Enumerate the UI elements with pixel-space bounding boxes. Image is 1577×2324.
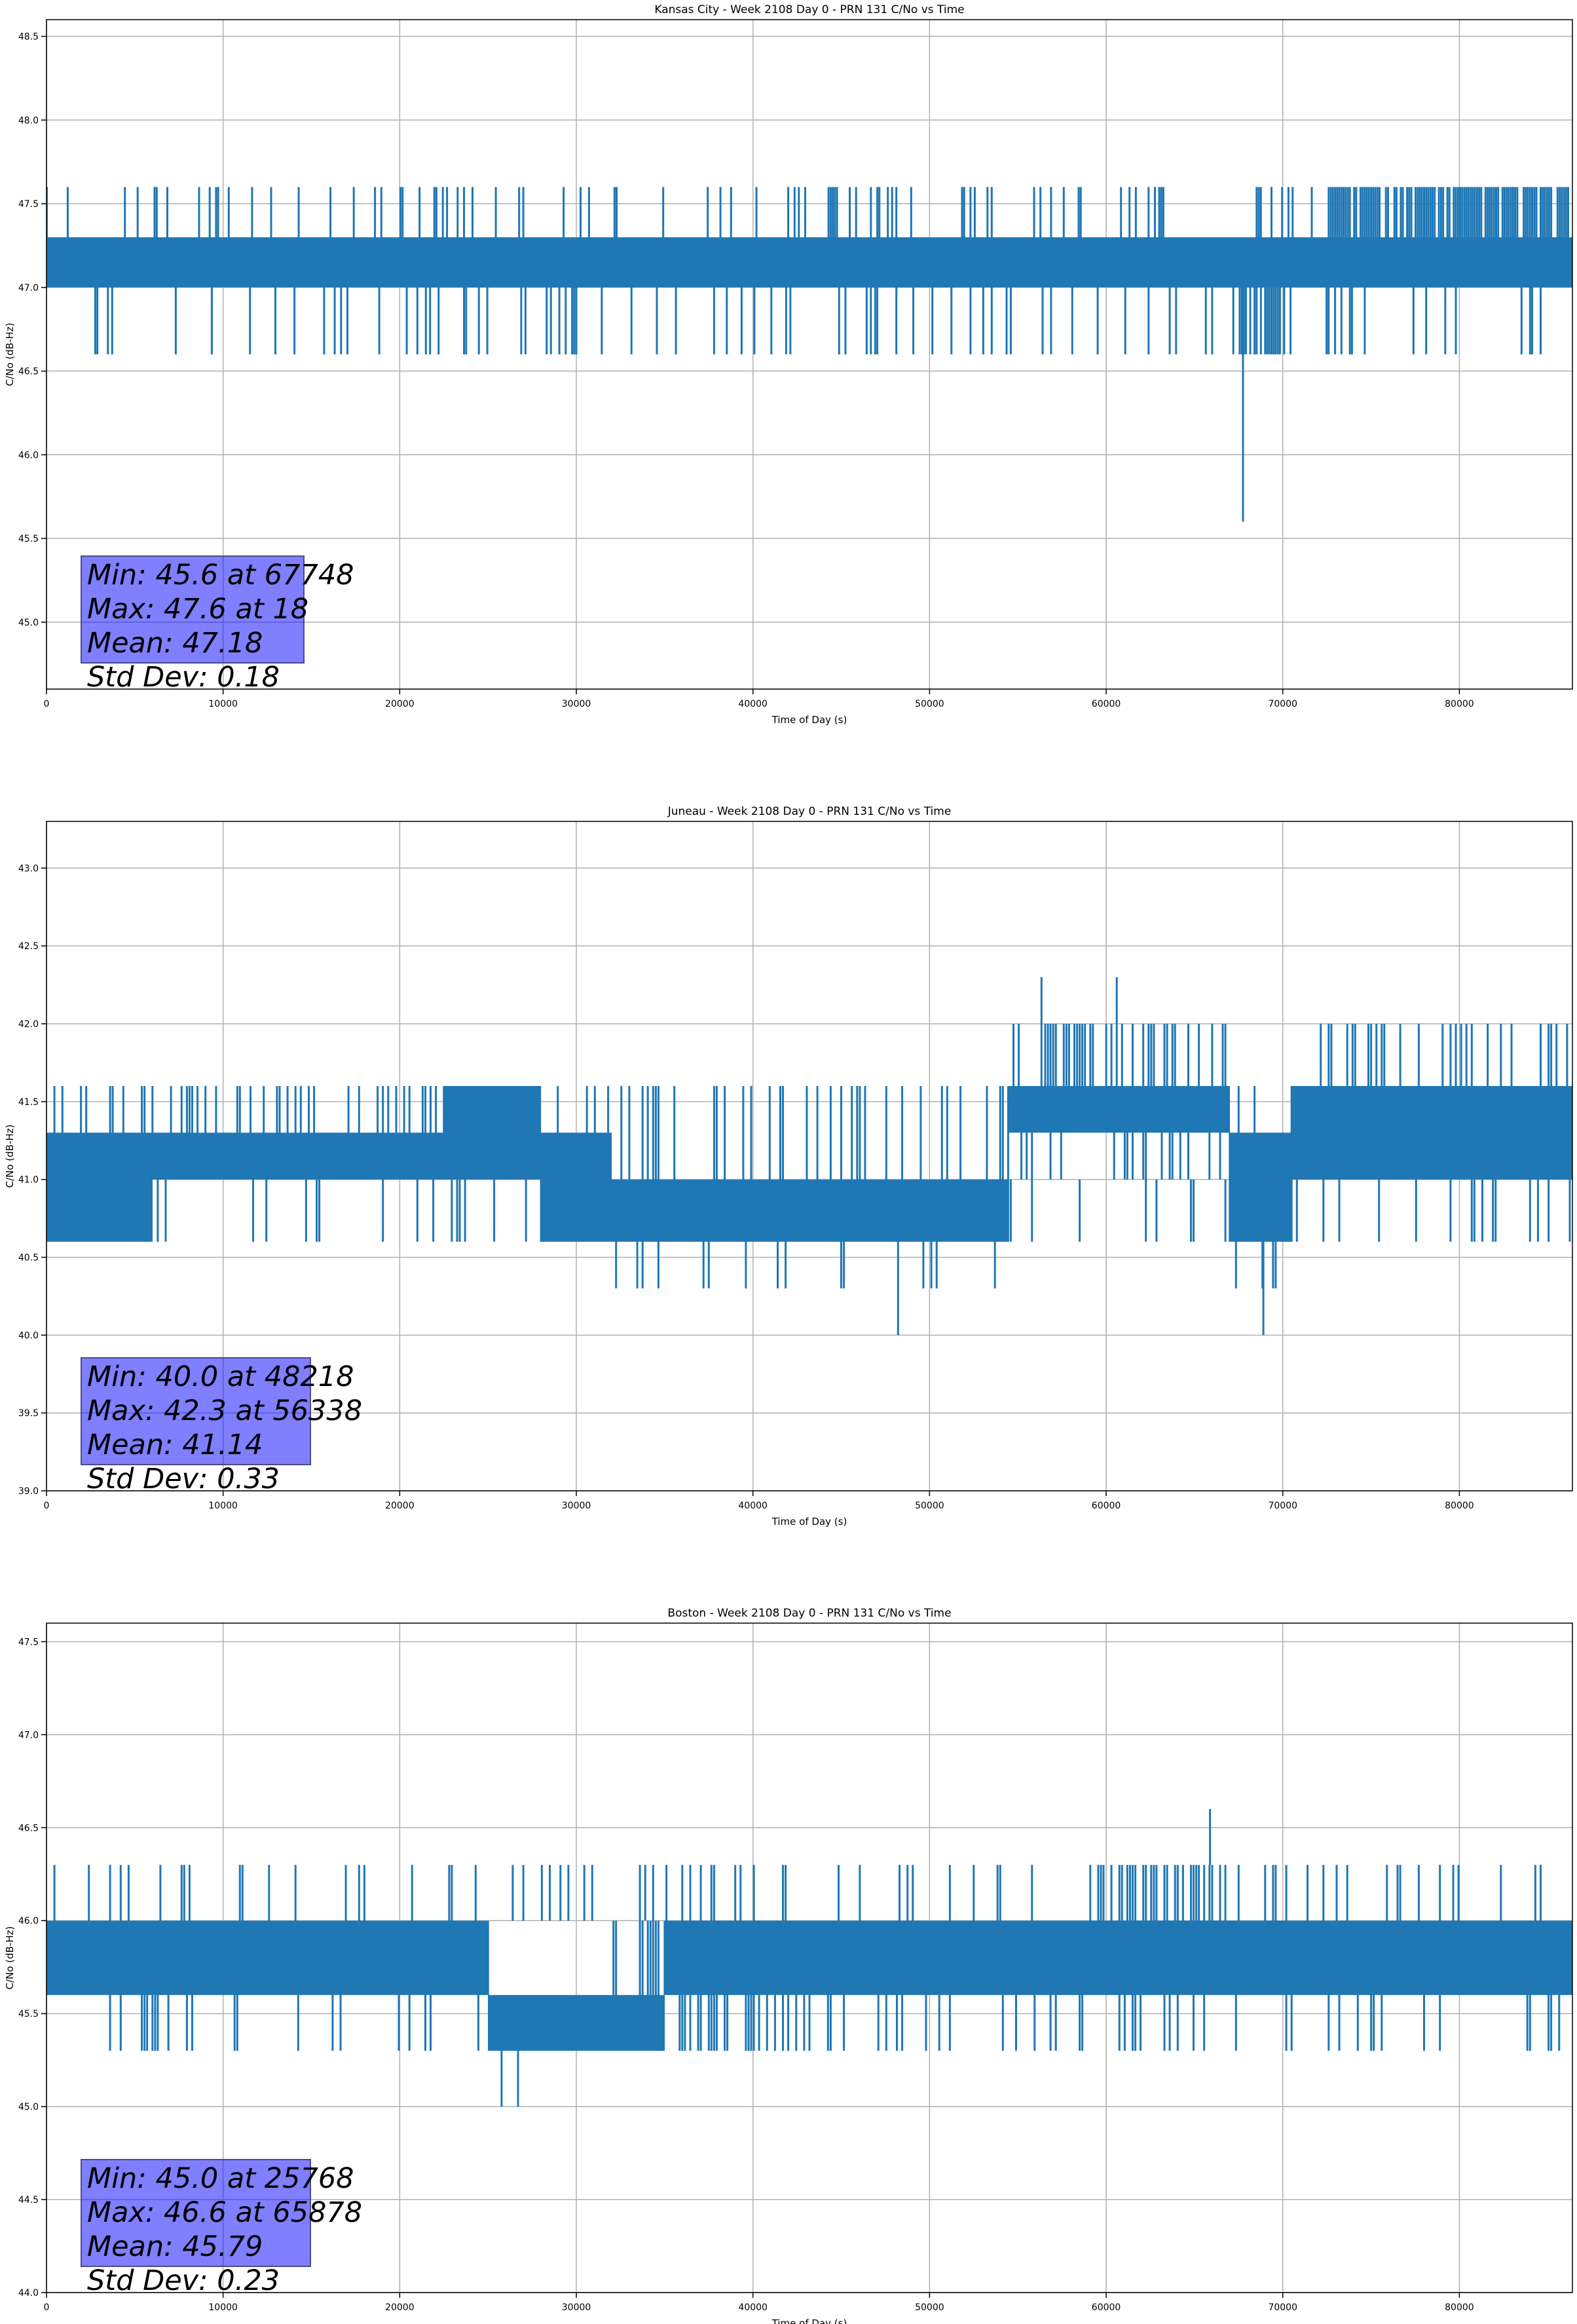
x-tick-label: 80000 — [1445, 699, 1474, 709]
y-tick-label: 42.5 — [18, 941, 39, 952]
y-tick-label: 48.0 — [18, 115, 39, 126]
x-tick-label: 10000 — [208, 699, 238, 709]
stats-mean: Mean: 41.14 — [87, 1429, 263, 1461]
stats-box-boston: Min: 45.0 at 25768 Max: 46.6 at 65878 Me… — [81, 2159, 363, 2297]
y-tick-label: 40.0 — [18, 1330, 39, 1341]
y-tick-label: 42.0 — [18, 1019, 39, 1030]
series-line — [46, 977, 1572, 1336]
x-axis-label: Time of Day (s) — [771, 714, 847, 726]
stats-mean: Mean: 45.79 — [87, 2230, 263, 2263]
chart-title: Kansas City - Week 2108 Day 0 - PRN 131 … — [654, 3, 964, 16]
y-tick-label: 48.5 — [18, 32, 39, 43]
axes-frame — [46, 1622, 1573, 2293]
stats-max: Max: 46.6 at 65878 — [87, 2196, 363, 2229]
x-tick-label: 40000 — [738, 2302, 768, 2313]
stats-std-dev: Std Dev: 0.23 — [87, 2264, 280, 2297]
x-tick-label: 60000 — [1092, 699, 1121, 709]
y-tick-label: 44.5 — [18, 2195, 39, 2205]
x-axis-label: Time of Day (s) — [771, 2317, 847, 2324]
x-tick-label: 80000 — [1445, 2302, 1474, 2313]
y-tick-label: 41.5 — [18, 1097, 39, 1108]
x-axis-label: Time of Day (s) — [771, 1516, 847, 1527]
y-tick-label: 47.5 — [18, 1637, 39, 1647]
stats-min: Min: 45.0 at 25768 — [87, 2162, 354, 2195]
x-tick-label: 30000 — [562, 2302, 591, 2313]
stats-std-dev: Std Dev: 0.33 — [87, 1463, 280, 1495]
y-tick-label: 46.5 — [18, 1823, 39, 1833]
y-tick-label: 39.0 — [18, 1486, 39, 1497]
y-tick-label: 47.0 — [18, 283, 39, 293]
x-tick-label: 60000 — [1092, 2302, 1121, 2313]
x-tick-label: 50000 — [915, 699, 944, 709]
x-tick-label: 0 — [44, 699, 50, 709]
x-tick-label: 40000 — [738, 1501, 768, 1511]
axes-frame — [46, 19, 1573, 690]
stats-min: Min: 45.6 at 67748 — [87, 559, 354, 591]
stats-max: Max: 47.6 at 18 — [87, 593, 309, 626]
y-axis-label: C/No (dB-Hz) — [4, 323, 16, 386]
x-tick-label: 70000 — [1268, 699, 1297, 709]
y-tick-label: 44.0 — [18, 2288, 39, 2298]
x-tick-label: 20000 — [385, 1501, 415, 1511]
series-line — [46, 187, 1572, 522]
y-tick-label: 47.5 — [18, 199, 39, 210]
x-tick-label: 20000 — [385, 2302, 415, 2313]
y-tick-label: 46.0 — [18, 450, 39, 460]
stats-min: Min: 40.0 at 48218 — [87, 1360, 354, 1393]
stats-box-juneau: Min: 40.0 at 48218 Max: 42.3 at 56338 Me… — [81, 1357, 363, 1495]
x-tick-label: 20000 — [385, 699, 415, 709]
x-tick-label: 50000 — [915, 1501, 944, 1511]
y-tick-label: 45.0 — [18, 2102, 39, 2112]
stats-max: Max: 42.3 at 56338 — [87, 1395, 363, 1427]
x-tick-label: 10000 — [208, 2302, 238, 2313]
stats-mean: Mean: 47.18 — [87, 627, 263, 660]
x-tick-label: 0 — [44, 1501, 50, 1511]
x-tick-label: 60000 — [1092, 1501, 1121, 1511]
x-tick-label: 70000 — [1268, 2302, 1297, 2313]
stats-std-dev: Std Dev: 0.18 — [87, 661, 280, 694]
x-tick-label: 10000 — [208, 1501, 238, 1511]
y-tick-label: 45.5 — [18, 534, 39, 544]
stats-box-kansas-city: Min: 45.6 at 67748 Max: 47.6 at 18 Mean:… — [81, 555, 354, 694]
y-axis-label: C/No (dB-Hz) — [4, 1926, 16, 1990]
y-tick-label: 45.5 — [18, 2009, 39, 2019]
y-tick-label: 47.0 — [18, 1730, 39, 1740]
y-tick-label: 41.0 — [18, 1175, 39, 1186]
x-tick-label: 50000 — [915, 2302, 944, 2313]
x-tick-label: 30000 — [562, 699, 591, 709]
x-tick-label: 30000 — [562, 1501, 591, 1511]
chart-boston: 0 10000 20000 30000 40000 50000 60000 70000 8000… — [4, 1607, 1573, 2324]
x-tick-label: 70000 — [1268, 1501, 1297, 1511]
y-axis-label: C/No (dB-Hz) — [4, 1125, 16, 1188]
y-tick-label: 46.5 — [18, 367, 39, 377]
x-tick-label: 80000 — [1445, 1501, 1474, 1511]
chart-title: Juneau - Week 2108 Day 0 - PRN 131 C/No … — [667, 805, 952, 818]
y-tick-label: 40.5 — [18, 1252, 39, 1263]
y-tick-label: 45.0 — [18, 618, 39, 628]
series-line — [46, 1809, 1572, 2107]
x-tick-label: 40000 — [738, 699, 768, 709]
x-tick-label: 0 — [44, 2302, 50, 2313]
chart-juneau: 0 10000 20000 30000 40000 50000 60000 70000 8000… — [4, 805, 1573, 1527]
y-tick-label: 43.0 — [18, 863, 39, 874]
axes-frame — [46, 821, 1573, 1491]
chart-kansas-city: 0 10000 20000 30000 40000 50000 60000 70000 8000… — [4, 3, 1573, 726]
y-tick-label: 46.0 — [18, 1916, 39, 1926]
y-tick-label: 39.5 — [18, 1408, 39, 1419]
chart-title: Boston - Week 2108 Day 0 - PRN 131 C/No … — [667, 1607, 951, 1620]
